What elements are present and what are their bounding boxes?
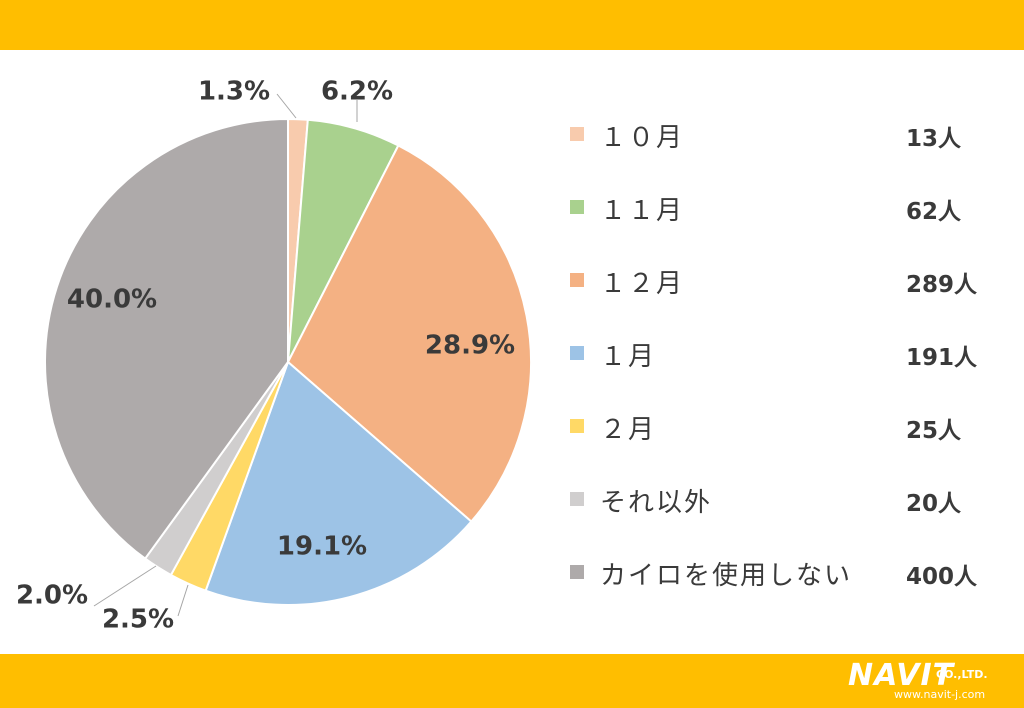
logo-suffix: CO.,LTD. xyxy=(936,668,988,681)
data-label: 40.0% xyxy=(67,285,157,315)
company-logo: NAVIT CO.,LTD. www.navit-j.com xyxy=(848,658,1018,704)
pie-slice xyxy=(44,117,289,560)
data-label: 1.3% xyxy=(198,77,270,107)
leader-line xyxy=(177,584,189,617)
data-label: 2.5% xyxy=(102,605,174,635)
logo-url: www.navit-j.com xyxy=(894,688,986,701)
leader-line xyxy=(276,93,297,119)
pie-slice xyxy=(204,360,473,606)
data-label: 6.2% xyxy=(321,77,393,107)
leader-line xyxy=(93,565,157,607)
pie-chart: 1.3% 6.2% 28.9% 19.1% 2.5% 2.0% 40.0% xyxy=(16,77,532,635)
data-label: 28.9% xyxy=(425,331,515,361)
pie-slice xyxy=(286,144,532,523)
data-label: 19.1% xyxy=(277,532,367,562)
data-label: 2.0% xyxy=(16,581,88,611)
bottom-banner xyxy=(0,654,1024,708)
top-banner xyxy=(0,0,1024,50)
logo-brand: NAVIT xyxy=(848,658,955,693)
